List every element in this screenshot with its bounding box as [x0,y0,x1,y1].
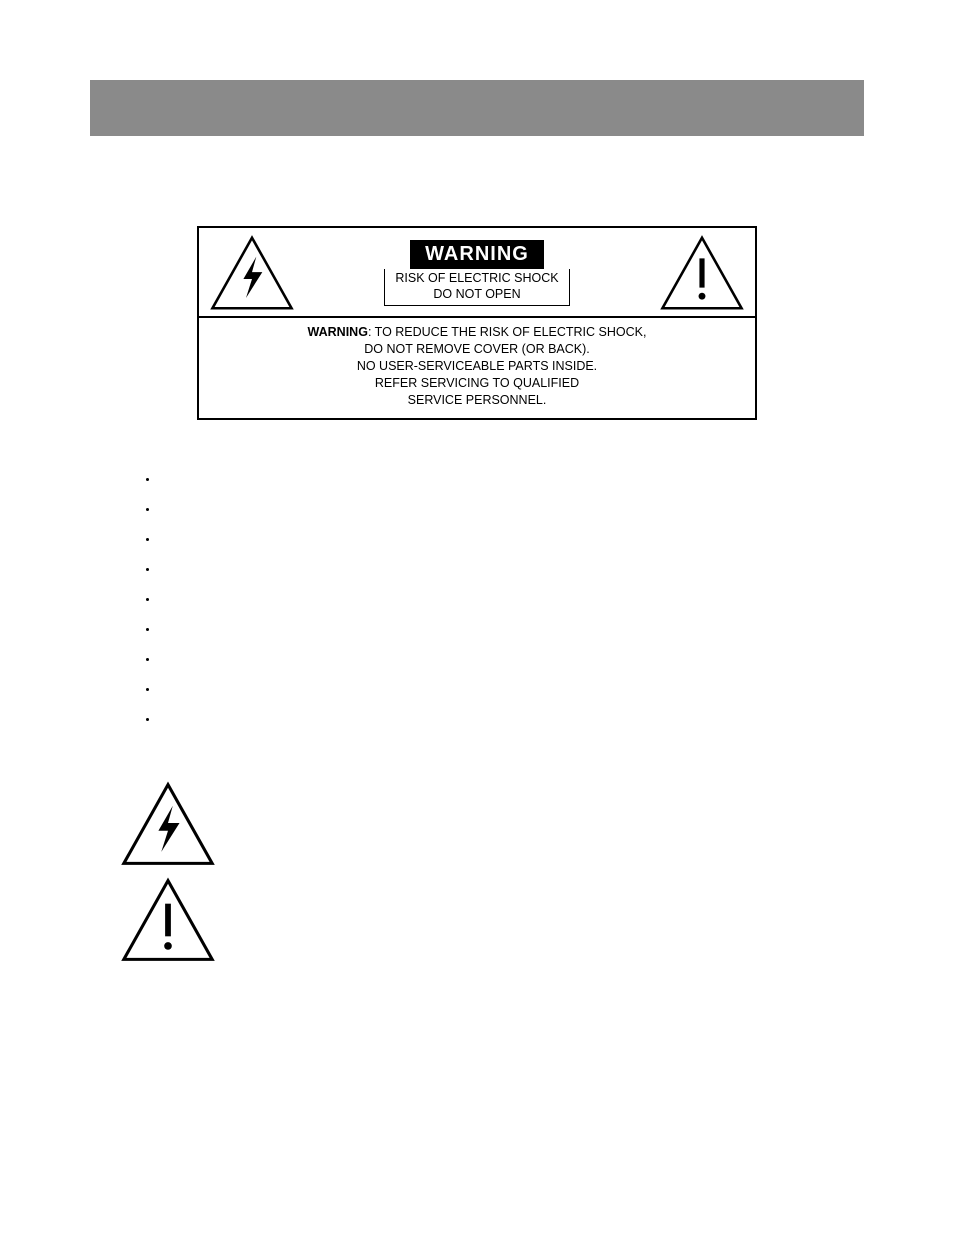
list-item: . [146,500,864,530]
warning-body-line-3: REFER SERVICING TO QUALIFIED [375,376,579,390]
warning-title-block: WARNING RISK OF ELECTRIC SHOCK DO NOT OP… [295,240,659,306]
symbol-explanation-exclamation [120,876,864,966]
list-item: . [146,560,864,590]
warning-body-line-4: SERVICE PERSONNEL. [408,393,547,407]
list-item: . [146,620,864,650]
list-item: . [146,710,864,740]
warning-subtitle-line2: DO NOT OPEN [395,287,558,303]
symbol-explanation-text [216,876,864,966]
warning-body-line-0: : TO REDUCE THE RISK OF ELECTRIC SHOCK, [368,325,647,339]
list-item: . [146,650,864,680]
symbol-explanation-lightning [120,780,864,870]
warning-panel: WARNING RISK OF ELECTRIC SHOCK DO NOT OP… [197,226,757,420]
list-item: . [146,590,864,620]
warning-subtitle-line1: RISK OF ELECTRIC SHOCK [395,271,558,287]
list-item: . [146,470,864,500]
page: WARNING RISK OF ELECTRIC SHOCK DO NOT OP… [0,0,954,1012]
warning-subtitle: RISK OF ELECTRIC SHOCK DO NOT OPEN [384,269,569,306]
exclamation-triangle-icon [120,876,216,964]
list-item: . [146,680,864,710]
bullet-list: . . . . . . . . . [146,470,864,740]
warning-panel-top-row: WARNING RISK OF ELECTRIC SHOCK DO NOT OP… [199,228,755,316]
lightning-triangle-icon [209,234,295,312]
warning-title: WARNING [410,240,544,269]
list-item: . [146,530,864,560]
header-bar [90,80,864,136]
exclamation-triangle-icon [659,234,745,312]
warning-body-line-1: DO NOT REMOVE COVER (OR BACK). [364,342,590,356]
warning-body-lead: WARNING [308,325,368,339]
lightning-triangle-icon [120,780,216,868]
warning-body: WARNING: TO REDUCE THE RISK OF ELECTRIC … [199,318,755,418]
warning-body-line-2: NO USER-SERVICEABLE PARTS INSIDE. [357,359,597,373]
symbol-explanation-text [216,780,864,870]
